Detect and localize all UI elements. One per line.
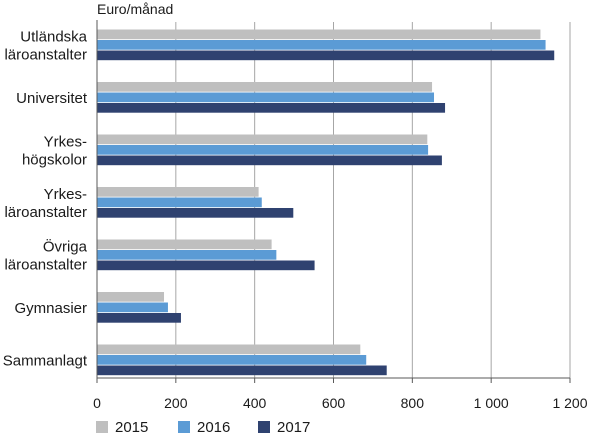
category-label: läroanstalter: [4, 46, 87, 63]
bar-2015: [97, 239, 272, 250]
bar-2017: [97, 103, 446, 113]
legend-label: 2016: [197, 419, 230, 436]
category-label: Universitet: [16, 90, 88, 107]
category-label: Gymnasier: [14, 300, 87, 317]
bar-2017: [97, 313, 181, 323]
legend-swatch: [178, 421, 190, 433]
bar-2017: [97, 365, 387, 376]
legend-label: 2017: [277, 419, 310, 436]
bar-2016: [97, 250, 277, 260]
bar-2016: [97, 355, 367, 365]
bar-2015: [97, 134, 428, 145]
category-label: högskolor: [22, 151, 87, 168]
legend-swatch: [258, 421, 270, 433]
x-tick-label: 200: [164, 395, 188, 411]
unit-label: Euro/månad: [97, 1, 174, 17]
bar-2016: [97, 92, 435, 103]
x-tick-label: 1 200: [552, 395, 587, 411]
category-label: Utländska: [20, 28, 87, 45]
category-label: Yrkes-: [44, 186, 87, 203]
x-tick-label: 0: [93, 395, 101, 411]
legend-swatch: [96, 421, 108, 433]
bar-2016: [97, 197, 262, 208]
category-label: Yrkes-: [44, 133, 87, 150]
bar-2015: [97, 344, 361, 355]
legend-label: 2015: [115, 419, 148, 436]
bar-2017: [97, 155, 442, 166]
bar-2015: [97, 82, 433, 92]
bar-2015: [97, 292, 165, 302]
bar-2017: [97, 208, 294, 218]
x-tick-label: 1 000: [474, 395, 509, 411]
category-label: Övriga: [43, 237, 88, 255]
bar-2016: [97, 302, 168, 313]
bar-2017: [97, 260, 315, 271]
category-label: läroanstalter: [4, 256, 87, 273]
category-label: läroanstalter: [4, 204, 87, 221]
bar-2016: [97, 40, 546, 50]
bar-2017: [97, 50, 555, 61]
x-tick-label: 600: [322, 395, 346, 411]
bar-2015: [97, 187, 259, 197]
x-tick-label: 800: [401, 395, 425, 411]
bar-2016: [97, 145, 429, 155]
bar-2015: [97, 29, 541, 40]
category-label: Sammanlagt: [3, 352, 88, 369]
x-tick-label: 400: [243, 395, 267, 411]
